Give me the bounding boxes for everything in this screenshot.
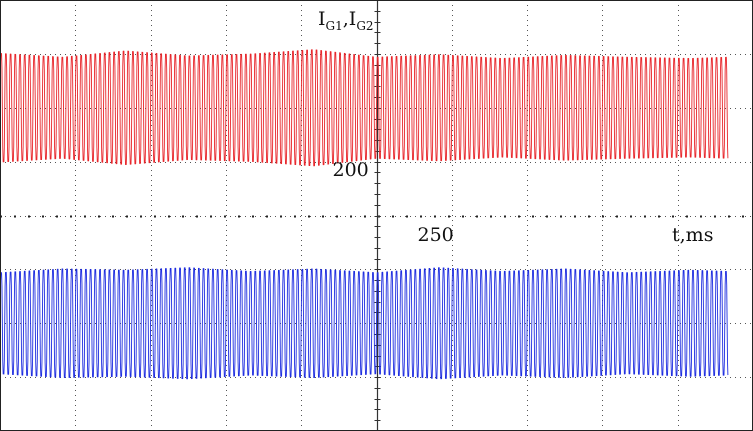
x-axis-label: t,ms	[672, 224, 713, 246]
y-axis-label: IG1,IG2	[318, 8, 374, 33]
x-tick-label-200: 200	[333, 159, 369, 181]
series-line-1	[0, 49, 729, 167]
x-tick-label-250: 250	[418, 224, 454, 246]
y-label-separator: ,	[343, 8, 349, 30]
y-label-main-2: I	[349, 8, 357, 30]
tick-labels: 200 250	[333, 159, 454, 246]
series-layer	[0, 49, 729, 380]
y-label-sub-2: G2	[356, 19, 373, 33]
y-label-main-1: I	[318, 8, 326, 30]
y-label-sub-1: G1	[326, 19, 343, 33]
series-line-2	[0, 267, 729, 380]
